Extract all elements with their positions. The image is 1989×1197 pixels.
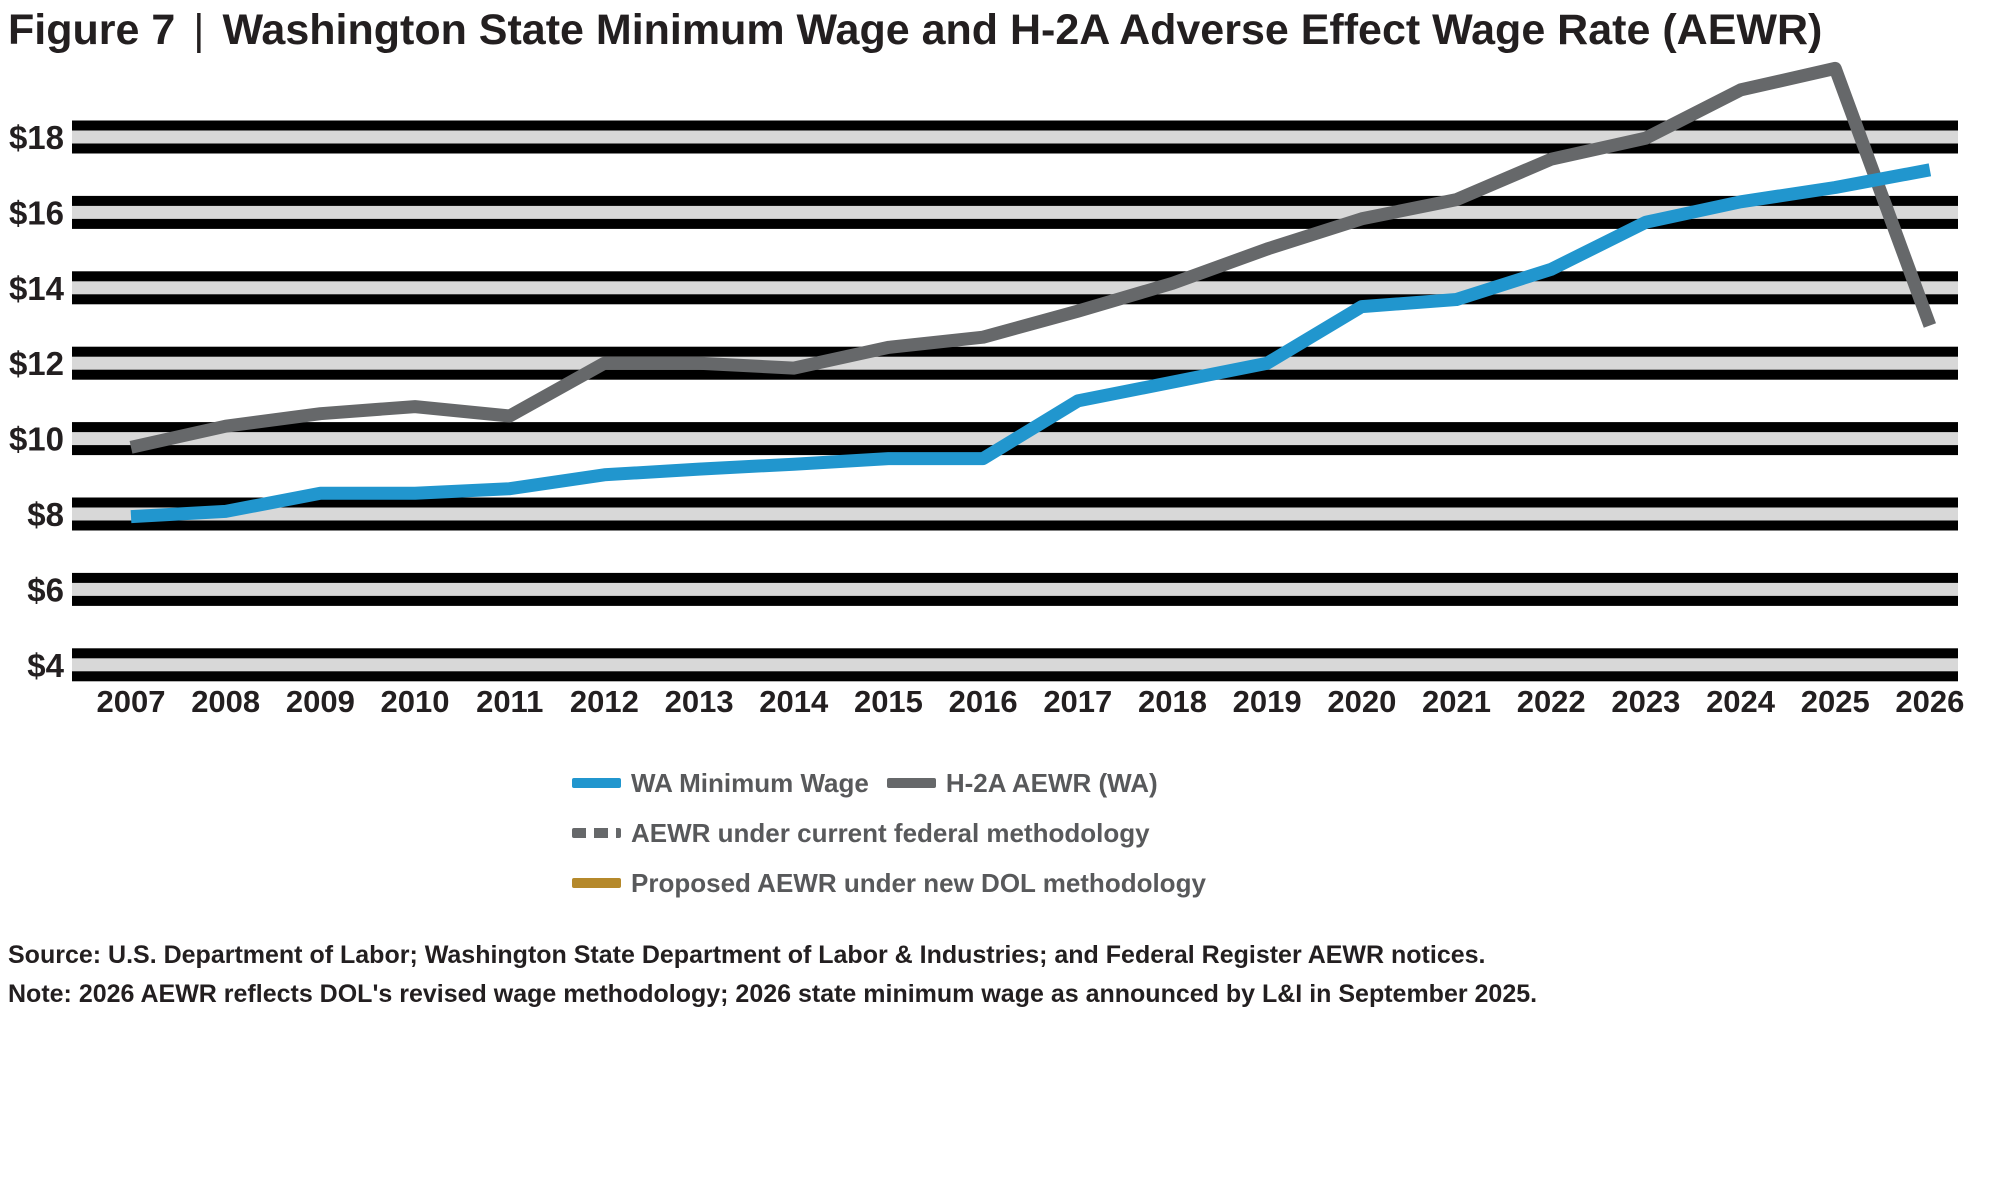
y-axis-tick-label: $10	[9, 421, 64, 458]
legend-swatch-dashed	[572, 828, 621, 838]
legend-label: Proposed AEWR under new DOL methodology	[631, 867, 1206, 898]
y-axis-tick-label: $6	[27, 571, 64, 608]
legend-item: H-2A AEWR (WA)	[886, 767, 1158, 799]
aewr-line	[129, 61, 1936, 454]
gridline	[72, 507, 1958, 521]
y-axis-tick-label: $4	[27, 647, 64, 684]
x-axis-tick-label: 2015	[854, 684, 923, 719]
gridline	[72, 281, 1958, 295]
x-axis-tick-label: 2016	[949, 684, 1018, 719]
x-axis-tick-label: 2021	[1422, 684, 1491, 719]
legend-label: H-2A AEWR (WA)	[945, 767, 1158, 798]
note-line: Note: 2026 AEWR reflects DOL's revised w…	[8, 980, 1538, 1008]
legend-row: Proposed AEWR under new DOL methodology	[572, 858, 1224, 908]
legend-item: AEWR under current federal methodology	[572, 818, 1150, 849]
y-axis-tick-label: $12	[9, 345, 64, 382]
x-axis-tick-label: 2010	[381, 684, 450, 719]
legend-swatch-line	[886, 778, 936, 788]
x-axis-tick-label: 2013	[665, 684, 734, 719]
gridline	[72, 205, 1958, 219]
title-separator: |	[193, 6, 205, 54]
x-axis-tick-label: 2026	[1895, 684, 1964, 719]
figure-title: Figure 7 | Washington State Minimum Wage a…	[8, 6, 1983, 55]
x-axis-tick-label: 2012	[570, 684, 639, 719]
x-axis-tick-label: 2017	[1043, 684, 1112, 719]
x-axis-tick-label: 2014	[759, 684, 829, 719]
legend-row: AEWR under current federal methodology	[572, 808, 1224, 858]
figure-number: Figure 7	[8, 6, 176, 54]
y-axis-tick-label: $16	[9, 194, 64, 231]
legend-label: AEWR under current federal methodology	[631, 817, 1150, 848]
legend-swatch-line	[572, 878, 621, 888]
chart-legend: WA Minimum Wage H-2A AEWR (WA) AEWR under …	[572, 758, 1224, 908]
source-note: Source: U.S. Department of Labor; Washin…	[8, 936, 1968, 1014]
y-axis-tick-label: $8	[27, 496, 64, 533]
source-line: Source: U.S. Department of Labor; Washin…	[8, 941, 1486, 969]
gridline	[72, 130, 1958, 144]
title-text: Washington State Minimum Wage and H-2A A…	[222, 6, 1823, 54]
x-axis-tick-label: 2024	[1706, 684, 1776, 719]
y-axis-tick-label: $18	[9, 119, 64, 156]
x-axis-tick-label: 2022	[1517, 684, 1586, 719]
legend-swatch-line	[572, 778, 621, 788]
legend-item: Proposed AEWR under new DOL methodology	[572, 868, 1206, 899]
x-axis-tick-label: 2018	[1138, 684, 1207, 719]
x-axis-tick-label: 2025	[1801, 684, 1870, 719]
legend-row: WA Minimum Wage H-2A AEWR (WA)	[572, 758, 1224, 808]
legend-label: WA Minimum Wage	[631, 767, 869, 798]
gridline	[72, 356, 1958, 370]
gridline	[72, 582, 1958, 596]
x-axis-tick-label: 2008	[191, 684, 260, 719]
x-axis-tick-label: 2020	[1327, 684, 1396, 719]
minimum-wage-line	[130, 163, 1932, 524]
legend-item: WA Minimum Wage	[572, 768, 869, 799]
x-axis-tick-label: 2009	[286, 684, 355, 719]
gridline	[72, 658, 1958, 672]
y-axis-tick-label: $14	[9, 270, 65, 307]
x-axis-tick-label: 2019	[1233, 684, 1302, 719]
x-axis-tick-label: 2007	[97, 684, 166, 719]
x-axis-tick-label: 2011	[476, 684, 543, 719]
x-axis-tick-label: 2023	[1611, 684, 1680, 719]
